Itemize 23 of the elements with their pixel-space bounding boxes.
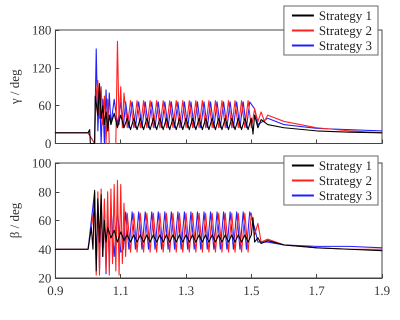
x-tick-label: 1.5 bbox=[243, 283, 260, 298]
x-tick-label: 1.7 bbox=[308, 283, 326, 298]
legend-label: Strategy 3 bbox=[318, 38, 372, 53]
y-tick-label: 40 bbox=[38, 242, 52, 257]
y-tick-label: 60 bbox=[38, 213, 52, 228]
y-tick-label: 0 bbox=[44, 136, 52, 151]
x-tick-label: 1.9 bbox=[374, 283, 390, 298]
legend-label: Strategy 2 bbox=[318, 173, 372, 188]
x-tick-label: 0.9 bbox=[47, 283, 64, 298]
x-tick-label: 1.3 bbox=[178, 283, 194, 298]
legend-label: Strategy 1 bbox=[318, 8, 372, 23]
legend-label: Strategy 2 bbox=[318, 23, 372, 38]
y-axis-title: γ / deg bbox=[7, 68, 22, 106]
y-tick-label: 180 bbox=[32, 22, 52, 38]
y-tick-label: 80 bbox=[38, 184, 52, 200]
legend-label: Strategy 3 bbox=[318, 188, 372, 203]
legend-label: Strategy 1 bbox=[318, 158, 372, 173]
y-tick-label: 100 bbox=[32, 156, 52, 170]
x-tick-label: 1.1 bbox=[112, 283, 129, 298]
y-tick-label: 20 bbox=[38, 270, 52, 286]
y-axis-title: β / deg bbox=[7, 202, 22, 238]
y-tick-label: 120 bbox=[32, 60, 52, 76]
y-tick-label: 60 bbox=[38, 98, 52, 114]
